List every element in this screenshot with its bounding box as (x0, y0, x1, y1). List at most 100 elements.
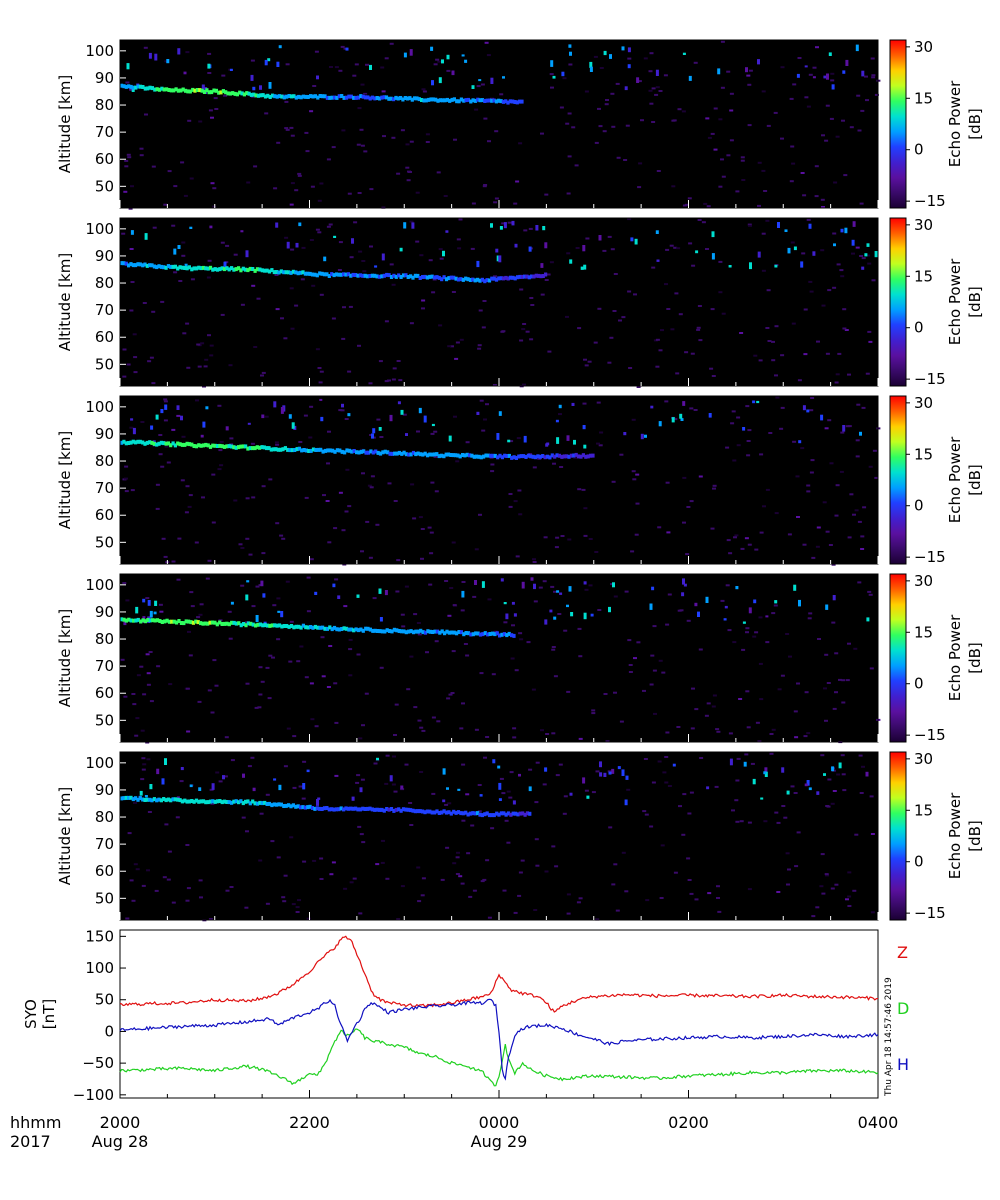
echo-cell (358, 807, 362, 812)
noise-cell (196, 616, 201, 619)
noise-cell (409, 322, 414, 325)
sporadic-echo (855, 44, 859, 52)
noise-cell (867, 590, 872, 593)
noise-cell (481, 429, 486, 432)
noise-cell (139, 147, 144, 150)
noise-cell (347, 505, 352, 508)
sporadic-echo (627, 64, 631, 69)
noise-cell (746, 454, 751, 457)
noise-cell (553, 590, 557, 593)
noise-cell (613, 863, 618, 866)
noise-cell (283, 337, 288, 340)
echo-cell (499, 811, 503, 816)
echo-cell (455, 631, 459, 636)
noise-cell (420, 557, 424, 560)
echo-cell (541, 454, 545, 458)
echo-cell (377, 807, 382, 812)
y-tick-label: 90 (95, 425, 114, 443)
noise-cell (530, 304, 535, 306)
noise-cell (568, 63, 573, 66)
noise-cell (369, 245, 373, 248)
echo-cell (183, 266, 187, 270)
noise-cell (597, 609, 602, 611)
noise-cell (860, 548, 865, 550)
noise-cell (861, 765, 865, 768)
noise-cell (774, 811, 779, 814)
echo-cell (249, 92, 253, 97)
sporadic-echo (359, 787, 363, 793)
echo-cell (505, 633, 509, 638)
sporadic-echo (742, 427, 746, 431)
echo-cell (567, 454, 571, 459)
noise-cell (577, 488, 582, 491)
echo-cell (491, 453, 495, 458)
sporadic-echo (828, 52, 832, 56)
plot-timestamp: Thu Apr 18 14:57:46 2019 (884, 977, 894, 1097)
noise-cell (360, 778, 365, 781)
sporadic-echo (514, 243, 518, 248)
echo-cell (444, 810, 449, 815)
echo-cell (258, 267, 262, 272)
echo-cell (473, 278, 477, 283)
sporadic-echo (135, 606, 139, 614)
echo-cell (428, 629, 432, 634)
echo-cell (444, 277, 449, 282)
noise-cell (735, 190, 740, 193)
echo-cell (254, 93, 258, 98)
sporadic-echo (528, 786, 532, 792)
echo-cell (316, 625, 320, 630)
noise-cell (542, 783, 547, 786)
noise-cell (199, 603, 204, 606)
sporadic-echo (781, 767, 785, 773)
noise-cell (741, 179, 746, 181)
noise-cell (540, 293, 545, 296)
noise-cell (860, 535, 865, 538)
noise-cell (421, 877, 426, 880)
noise-cell (767, 340, 772, 342)
noise-cell (369, 188, 374, 191)
echo-cell (294, 270, 298, 275)
echo-cell (141, 263, 145, 268)
noise-cell (635, 502, 640, 505)
noise-cell (676, 247, 681, 250)
echo-cell (207, 90, 211, 95)
echo-cell (409, 629, 413, 634)
noise-cell (771, 340, 775, 343)
sporadic-echo (513, 613, 517, 617)
echo-cell (501, 276, 506, 281)
echo-cell (385, 628, 389, 633)
noise-cell (694, 898, 699, 901)
noise-cell (176, 578, 181, 581)
noise-cell (596, 442, 600, 445)
noise-cell (820, 249, 825, 252)
echo-cell (464, 98, 468, 103)
echo-cell (141, 618, 145, 623)
sporadic-echo (371, 433, 374, 439)
echo-cell (148, 440, 152, 445)
panel-background (120, 574, 878, 742)
noise-cell (358, 250, 363, 253)
echo-cell (382, 95, 386, 100)
echo-cell (289, 94, 294, 99)
echo-cell (383, 449, 387, 454)
echo-cell (270, 623, 274, 628)
noise-cell (543, 536, 548, 539)
sporadic-echo (126, 63, 130, 70)
colorbar (889, 39, 907, 209)
colorbar-tick-label: 30 (914, 216, 933, 234)
noise-cell (276, 141, 281, 144)
noise-cell (438, 324, 443, 327)
noise-cell (485, 736, 490, 738)
noise-cell (136, 674, 141, 677)
noise-cell (185, 322, 190, 325)
noise-cell (859, 792, 864, 794)
sporadic-echo (608, 771, 612, 775)
echo-cell (277, 270, 281, 275)
noise-cell (607, 361, 612, 364)
noise-cell (391, 283, 396, 286)
echo-cell (185, 266, 189, 271)
noise-cell (747, 223, 752, 226)
noise-cell (747, 543, 752, 546)
sporadic-echo (442, 799, 446, 803)
